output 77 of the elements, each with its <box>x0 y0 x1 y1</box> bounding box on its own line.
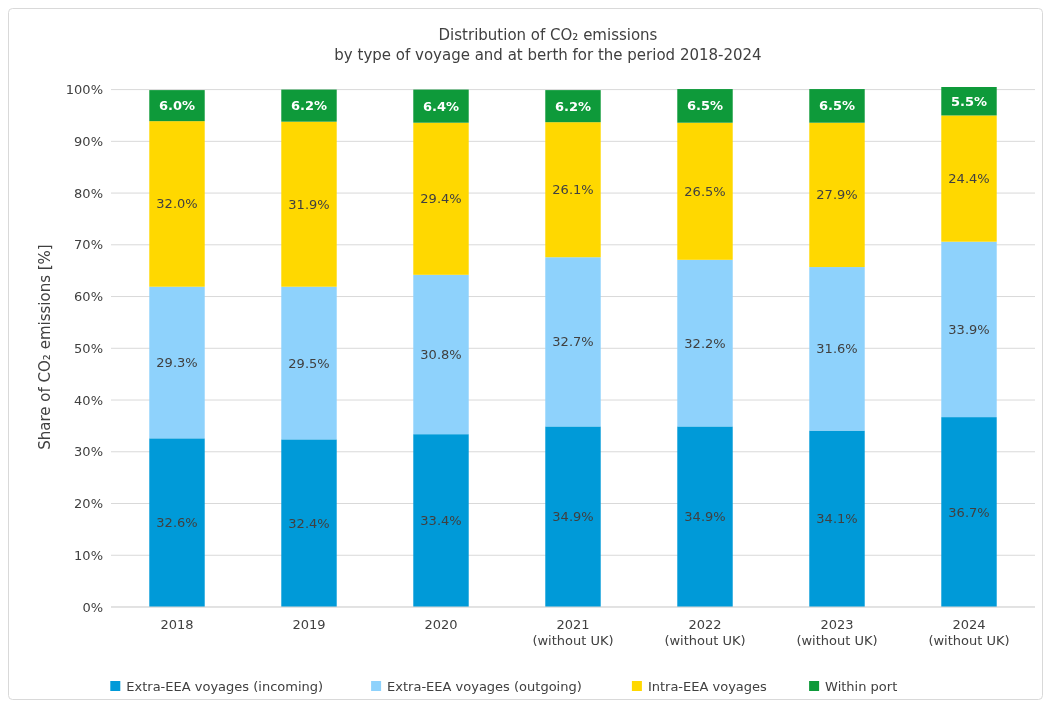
bar <box>413 434 469 607</box>
bar <box>281 89 337 122</box>
data-label: 34.9% <box>552 509 594 525</box>
bar <box>809 267 865 431</box>
x-tick-label: 2024 (without UK) <box>928 617 1010 648</box>
x-tick-label: 2022 (without UK) <box>664 617 746 648</box>
y-tick-label: 0% <box>82 599 103 615</box>
bar <box>413 274 469 435</box>
data-label: 32.7% <box>552 334 594 350</box>
bar <box>545 257 601 427</box>
bar <box>809 89 865 123</box>
data-label: 6.4% <box>422 98 460 114</box>
bar <box>149 121 205 287</box>
bar <box>677 259 733 427</box>
data-label: 6.2% <box>554 98 592 114</box>
y-tick-label: 20% <box>74 496 103 512</box>
chart-title: Distribution of CO₂ emissions by type of voyage and at berth for the period 2018-2024 <box>334 26 762 64</box>
y-tick-label: 10% <box>74 547 103 563</box>
data-label: 31.9% <box>288 196 330 212</box>
y-tick-label: 60% <box>74 289 103 305</box>
data-label: 32.6% <box>156 515 198 531</box>
bar <box>545 426 601 607</box>
data-label: 33.4% <box>420 513 462 529</box>
bar <box>941 241 997 418</box>
data-label: 27.9% <box>816 187 858 203</box>
x-tick-label: 2021 (without UK) <box>532 617 614 648</box>
bar <box>545 122 601 258</box>
data-label: 29.3% <box>156 355 198 371</box>
data-label: 29.5% <box>288 355 330 371</box>
bar <box>941 417 997 607</box>
legend-label: Extra-EEA voyages (outgoing) <box>387 678 582 694</box>
y-tick-label: 30% <box>74 444 103 460</box>
y-axis-title: Share of CO₂ emissions [%] <box>36 244 54 450</box>
data-label: 30.8% <box>420 347 462 363</box>
bar <box>281 121 337 287</box>
data-label: 26.1% <box>552 182 594 198</box>
bar <box>677 122 733 260</box>
data-label: 6.2% <box>290 98 328 114</box>
y-tick-label: 70% <box>74 237 103 253</box>
x-tick-label: 2023 (without UK) <box>796 617 878 648</box>
data-label: 32.4% <box>288 515 330 531</box>
bar <box>149 438 205 607</box>
data-label: 24.4% <box>948 171 990 187</box>
bar <box>809 430 865 607</box>
data-label: 29.4% <box>420 191 462 207</box>
data-label: 26.5% <box>684 183 726 199</box>
data-label: 32.0% <box>156 196 198 212</box>
legend-label: Extra-EEA voyages (incoming) <box>126 678 324 694</box>
bar <box>413 122 469 275</box>
bar <box>281 439 337 607</box>
x-tick-label: 2018 <box>160 617 194 632</box>
x-tick-label: 2019 <box>292 617 326 632</box>
data-label: 32.2% <box>684 335 726 351</box>
y-tick-label: 40% <box>74 392 103 408</box>
bar <box>677 89 733 123</box>
data-label: 33.9% <box>948 321 990 337</box>
data-label: 34.1% <box>816 511 858 527</box>
y-tick-label: 80% <box>74 185 103 201</box>
legend-label: Intra-EEA voyages <box>647 678 768 694</box>
y-tick-label: 100% <box>65 82 103 98</box>
legend-label: Within port <box>825 678 898 694</box>
y-tick-label: 50% <box>74 340 103 356</box>
data-label: 6.0% <box>158 98 196 114</box>
bar <box>545 90 601 123</box>
data-label: 6.5% <box>686 98 724 114</box>
data-label: 31.6% <box>816 341 858 357</box>
bar <box>281 286 337 440</box>
y-tick-label: 90% <box>74 133 103 149</box>
bar <box>149 286 205 439</box>
bar <box>677 426 733 607</box>
data-label: 5.5% <box>950 93 988 109</box>
data-label: 36.7% <box>948 504 990 520</box>
data-label: 34.9% <box>684 509 726 525</box>
bar <box>941 115 997 242</box>
data-label: 6.5% <box>818 98 856 114</box>
bar <box>809 122 865 268</box>
x-tick-label: 2020 <box>424 617 458 632</box>
